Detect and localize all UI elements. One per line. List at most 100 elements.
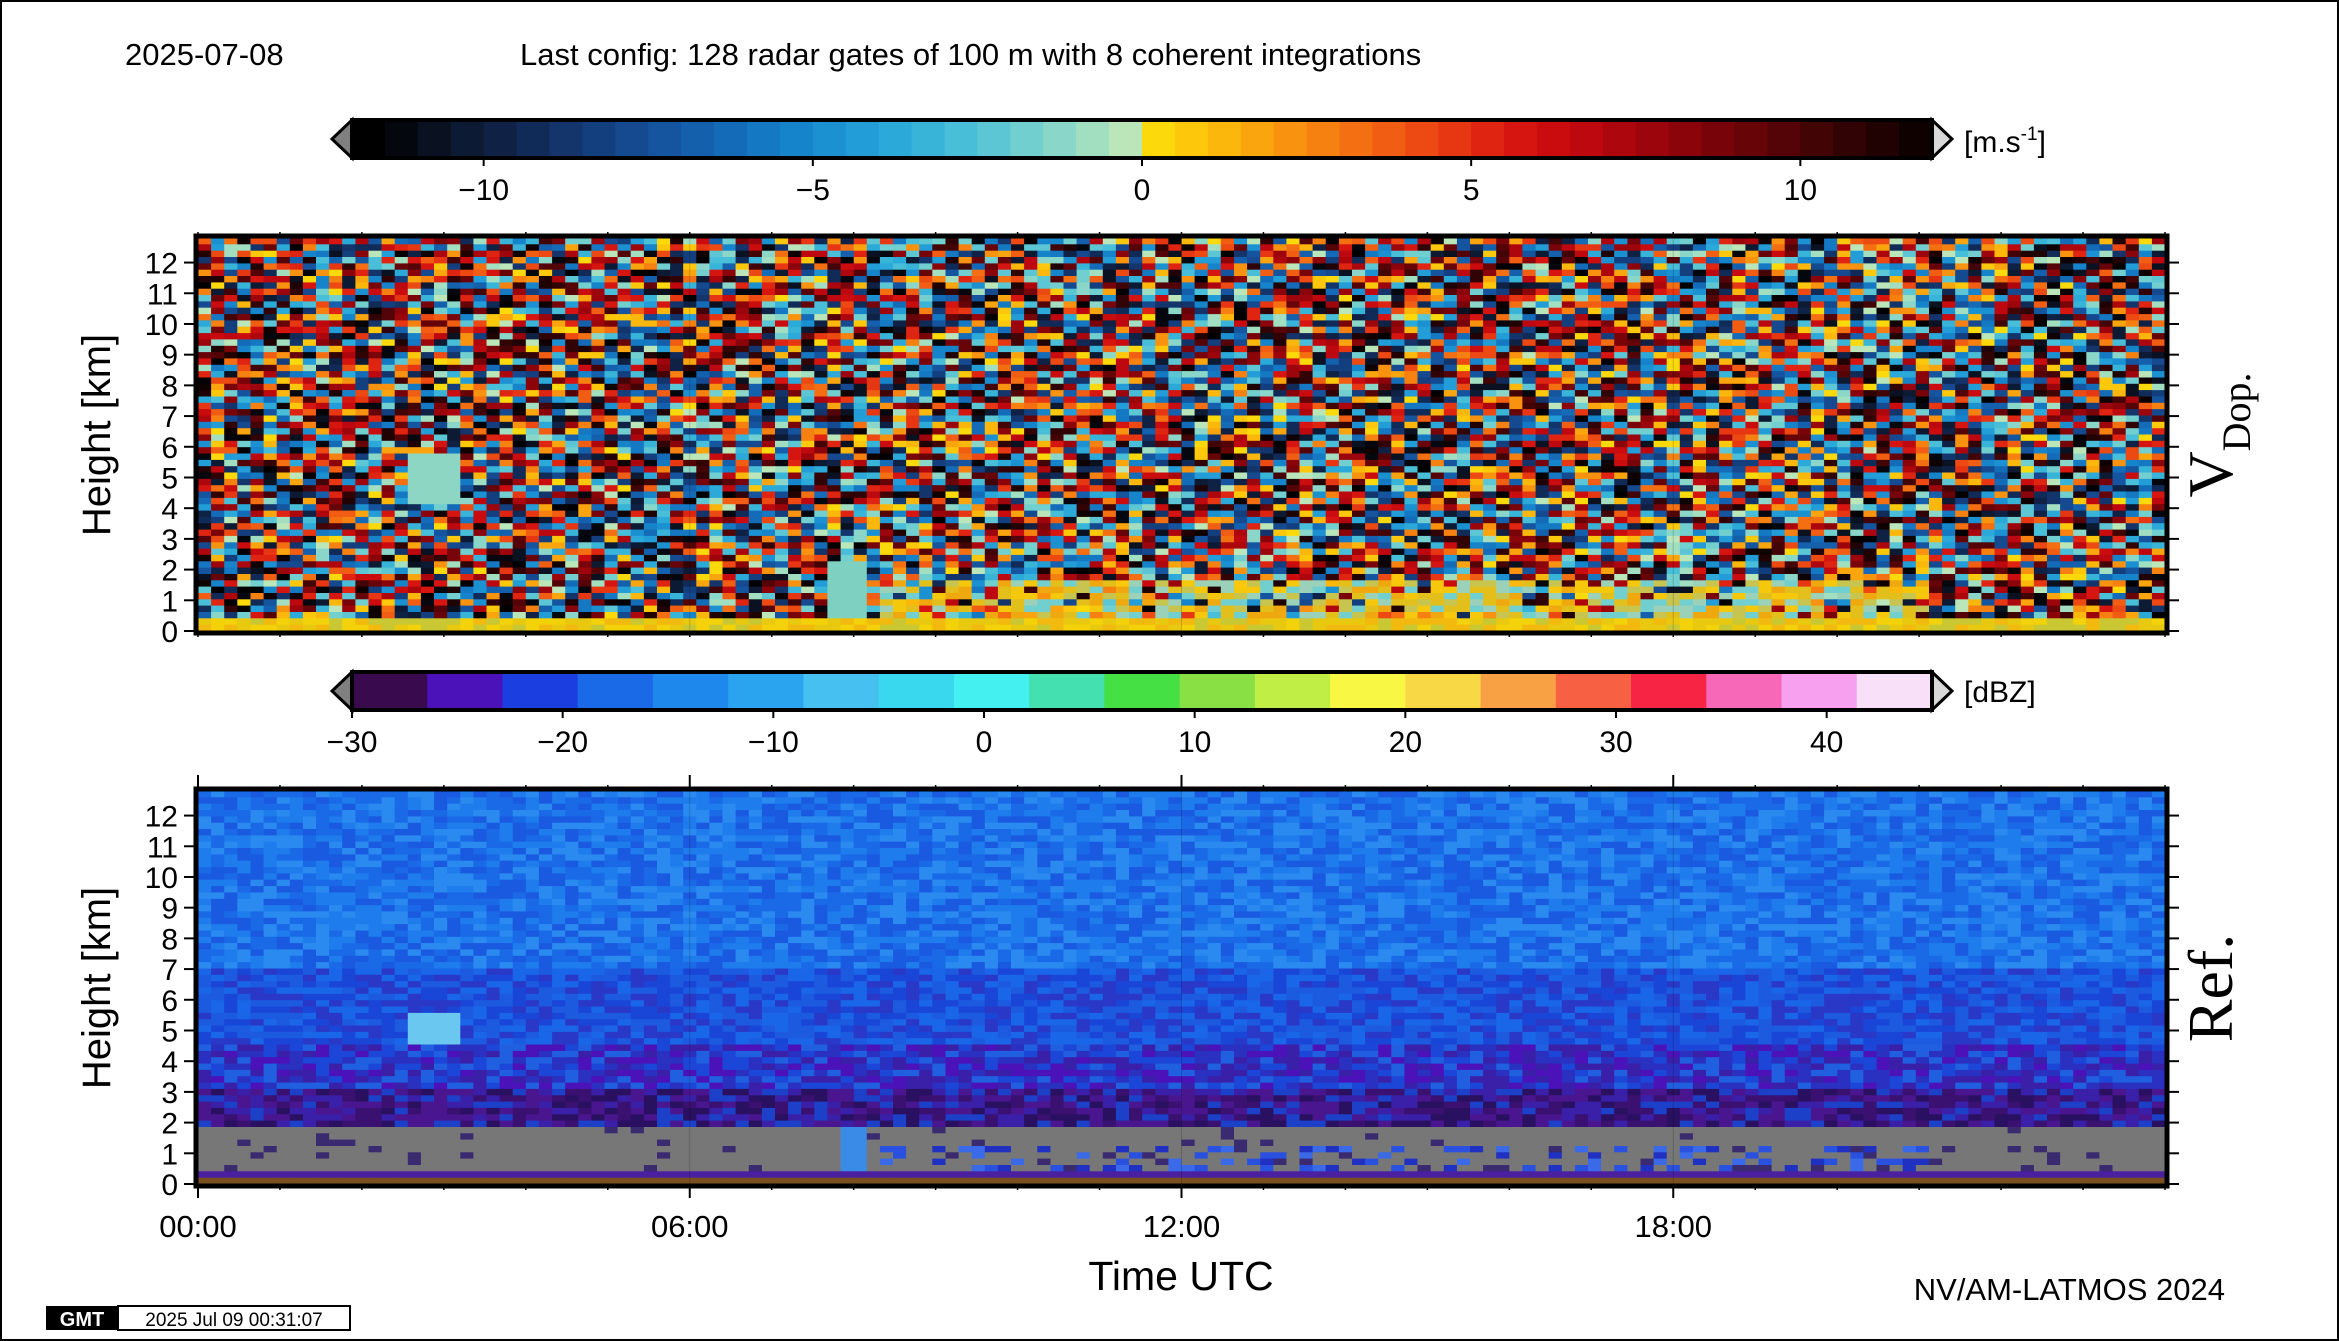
doppler-cell [2125,288,2140,296]
doppler-cell [696,371,710,378]
doppler-cell [1496,301,1510,309]
doppler-cell [1155,402,1169,410]
doppler-cell [250,244,265,252]
doppler-cell [276,415,291,423]
doppler-cell [486,244,501,252]
doppler-cell [224,396,238,404]
doppler-cell [552,238,566,245]
doppler-cell [1601,434,1615,442]
doppler-cell [1417,383,1432,391]
doppler-cell [2033,415,2048,423]
doppler-cell [316,295,330,302]
doppler-cell [276,320,291,328]
doppler-cell [919,440,933,448]
doppler-cell [604,250,619,258]
doppler-cell [224,269,238,277]
doppler-cell [945,415,960,423]
doppler-cell [381,428,396,435]
doppler-cell [1443,421,1458,429]
doppler-cell [538,257,553,264]
doppler-cell [1719,339,1733,347]
doppler-cell [1102,276,1117,283]
doppler-cell [1509,390,1523,397]
doppler-cell [1902,244,1917,252]
doppler-cell [657,358,671,366]
doppler-cell [1273,269,1287,277]
doppler-cell [1181,282,1196,290]
doppler-cell [355,434,369,442]
doppler-cell [1732,295,1746,302]
doppler-cell [1640,269,1655,277]
doppler-cell [1640,377,1655,385]
doppler-cell [761,238,776,245]
doppler-cell [316,440,330,448]
doppler-cell [1430,352,1445,359]
doppler-cell [2020,320,2035,328]
doppler-cell [1456,314,1471,321]
doppler-cell [1338,396,1353,404]
doppler-cell [224,383,238,391]
doppler-cell [814,314,828,321]
doppler-cell [709,402,723,410]
doppler-cell [1601,390,1615,397]
doppler-cell [879,333,894,340]
doppler-cell [525,263,540,271]
doppler-cell [997,238,1012,245]
doppler-cell [853,415,868,423]
doppler-cell [1456,396,1471,404]
doppler-cell [1889,371,1904,378]
doppler-cell [1706,383,1720,391]
doppler-cell [1640,282,1655,290]
doppler-cell [696,352,710,359]
doppler-cell [394,301,409,309]
doppler-cell [709,440,723,448]
doppler-cell [1011,434,1025,442]
doppler-colorbar-swatch [845,120,880,158]
doppler-cell [237,402,251,410]
doppler-cell [1915,371,1930,378]
doppler-cell [289,440,304,448]
doppler-cell [1509,320,1523,328]
doppler-cell [512,428,527,435]
doppler-cell [696,377,710,385]
doppler-cell [1037,352,1051,359]
doppler-cell [1863,396,1877,404]
doppler-cell [2112,307,2127,315]
doppler-cell [1234,409,1248,416]
doppler-cell [1194,421,1209,429]
doppler-cell [1981,434,1995,442]
doppler-cell [1955,409,1969,416]
doppler-cell [1876,282,1891,290]
doppler-cell [1876,250,1891,258]
doppler-cell [1745,276,1759,283]
doppler-cell [683,345,697,353]
doppler-cell [761,409,776,416]
doppler-cell [958,402,973,410]
doppler-cell [302,263,317,271]
doppler-cell [1417,428,1432,435]
doppler-cell [525,415,540,423]
doppler-cell [2086,301,2100,309]
doppler-cell [683,440,697,448]
doppler-cell [1574,257,1589,264]
doppler-colorbar-unit: [m.s-1] [1964,124,2046,159]
doppler-cell [1824,276,1838,283]
doppler-cell [788,307,802,315]
doppler-cell [525,326,540,334]
doppler-cell [368,257,383,264]
doppler-cell [997,263,1012,271]
doppler-cell [2020,257,2035,264]
doppler-cell [958,428,973,435]
doppler-cell [1430,402,1445,410]
doppler-cell [1850,295,1864,302]
doppler-cell [434,288,448,296]
doppler-cell [827,345,841,353]
doppler-cell [735,402,750,410]
doppler-cell [1994,339,2009,347]
doppler-cell [919,295,933,302]
doppler-cell [1561,440,1576,448]
doppler-cell [643,244,658,252]
doppler-cell [1588,326,1602,334]
doppler-cell [2112,352,2127,359]
doppler-cell [617,434,632,442]
